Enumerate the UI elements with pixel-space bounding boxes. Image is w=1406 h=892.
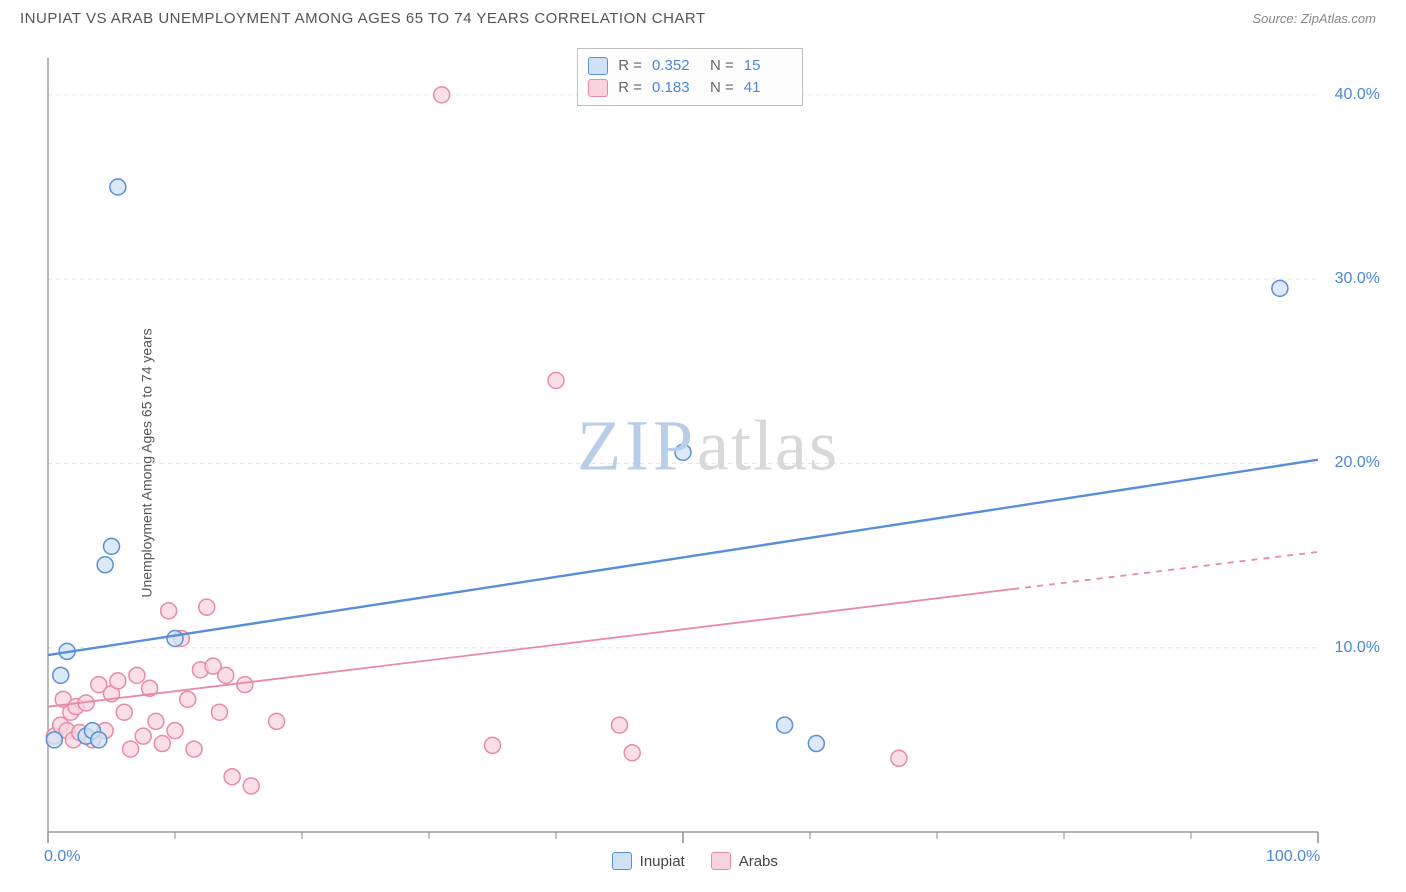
legend-label: Arabs [739,853,778,870]
legend-swatch [711,852,731,870]
stat-n-label: N = [710,55,734,77]
chart-area: Unemployment Among Ages 65 to 74 years Z… [20,44,1396,882]
stat-n-value: 15 [744,55,792,77]
chart-source: Source: ZipAtlas.com [1252,11,1376,26]
correlation-stats-box: R = 0.352 N = 15 R = 0.183 N = 41 [577,48,803,106]
y-tick-label: 10.0% [1335,639,1380,657]
stat-r-label: R = [618,77,642,99]
series-legend: Inupiat Arabs [612,852,778,870]
x-tick-label: 100.0% [1266,848,1320,866]
y-axis-label: Unemployment Among Ages 65 to 74 years [139,328,155,597]
legend-item: Arabs [711,852,778,870]
stat-r-value: 0.352 [652,55,700,77]
legend-swatch [588,57,608,75]
scatter-plot [20,44,1396,882]
y-tick-label: 30.0% [1335,270,1380,288]
stat-n-value: 41 [744,77,792,99]
legend-label: Inupiat [640,853,685,870]
chart-title: INUPIAT VS ARAB UNEMPLOYMENT AMONG AGES … [20,10,706,27]
legend-swatch [588,79,608,97]
chart-header: INUPIAT VS ARAB UNEMPLOYMENT AMONG AGES … [0,0,1406,33]
stat-n-label: N = [710,77,734,99]
y-tick-label: 40.0% [1335,86,1380,104]
y-tick-label: 20.0% [1335,454,1380,472]
stat-r-label: R = [618,55,642,77]
x-tick-label: 0.0% [44,848,80,866]
legend-swatch [612,852,632,870]
stat-row: R = 0.352 N = 15 [588,55,792,77]
stat-row: R = 0.183 N = 41 [588,77,792,99]
stat-r-value: 0.183 [652,77,700,99]
legend-item: Inupiat [612,852,685,870]
